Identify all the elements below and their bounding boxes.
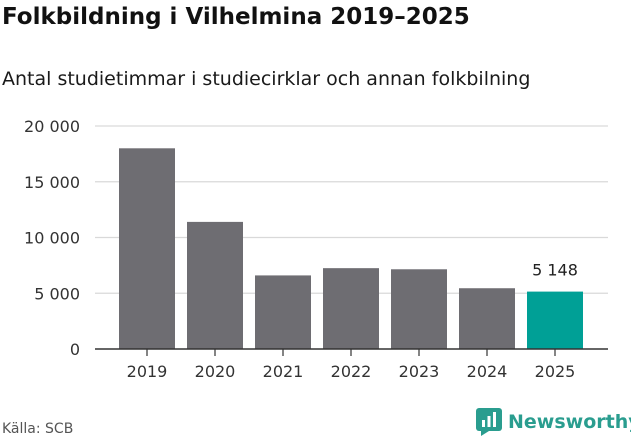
data-label: 5 148 xyxy=(532,261,578,280)
chart-title: Folkbildning i Vilhelmina 2019–2025 xyxy=(2,4,470,30)
bar xyxy=(255,275,311,349)
source-note: Källa: SCB xyxy=(2,421,74,437)
bar xyxy=(527,291,583,349)
bar xyxy=(323,268,379,349)
chart-subtitle: Antal studietimmar i studiecirklar och a… xyxy=(2,68,531,90)
bar xyxy=(119,148,175,349)
y-tick-label: 10 000 xyxy=(24,229,80,248)
x-tick-label: 2019 xyxy=(127,362,168,381)
x-tick-label: 2023 xyxy=(399,362,440,381)
bar-chart: 0 5 000 10 000 15 000 20 000 2019 2020 2021 2022… xyxy=(24,117,608,381)
y-tick-label: 5 000 xyxy=(34,284,80,303)
bar xyxy=(391,269,447,349)
y-tick-label: 15 000 xyxy=(24,173,80,192)
bar xyxy=(459,288,515,349)
x-tick-label: 2021 xyxy=(263,362,304,381)
x-tick-label: 2025 xyxy=(535,362,576,381)
x-tick-label: 2024 xyxy=(467,362,508,381)
y-tick-label: 20 000 xyxy=(24,117,80,136)
bar xyxy=(187,221,243,349)
newsworthy-logo: Newsworthy xyxy=(476,407,631,437)
newsworthy-logo-icon xyxy=(476,408,502,436)
x-tick-label: 2020 xyxy=(195,362,236,381)
y-tick-label: 0 xyxy=(70,340,80,359)
x-tick-label: 2022 xyxy=(331,362,372,381)
brand-name: Newsworthy xyxy=(508,411,631,433)
